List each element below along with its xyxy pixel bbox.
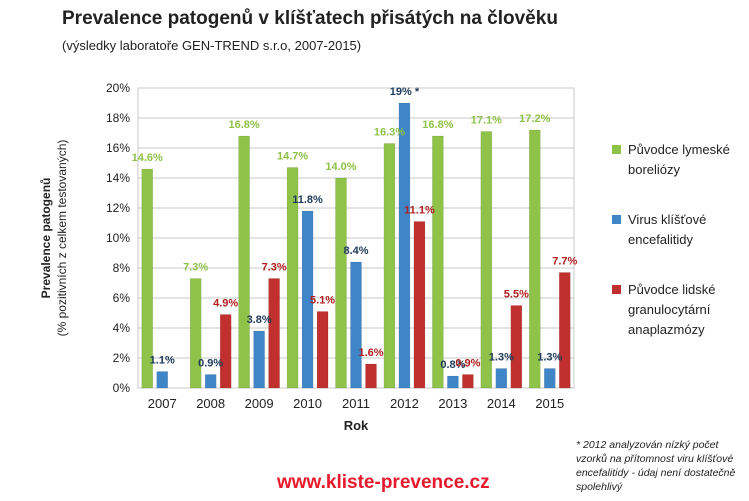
data-label: 5.5% — [504, 289, 529, 301]
bar-1-2013 — [447, 375, 459, 389]
y-tick-label: 12% — [106, 201, 130, 215]
bar-1-2009 — [253, 330, 265, 389]
data-label: 19% * — [390, 86, 420, 98]
bar-1-2008 — [204, 374, 217, 389]
data-label: 16.8% — [229, 119, 260, 131]
x-tick-label: 2012 — [390, 396, 419, 411]
bar-1-2015 — [544, 368, 556, 389]
y-axis-sublabel: (% pozitivních z celkem testovaných) — [55, 140, 69, 337]
legend-label-lyme: Původce lymeské boreliózy — [628, 142, 730, 177]
data-label: 17.1% — [471, 115, 502, 127]
data-label: 14.7% — [277, 151, 308, 163]
bar-0-2014 — [480, 131, 493, 389]
data-label: 0.8% — [440, 359, 465, 371]
data-label: 0.9% — [198, 358, 223, 370]
bar-0-2008 — [189, 278, 202, 389]
y-tick-label: 16% — [106, 141, 130, 155]
y-tick-label: 10% — [106, 231, 130, 245]
x-axis-label: Rok — [344, 418, 369, 433]
bar-0-2013 — [432, 135, 444, 389]
x-tick-label: 2010 — [293, 396, 322, 411]
bar-0-2012 — [383, 143, 396, 389]
y-axis-label: Prevalence patogenů — [39, 178, 53, 299]
bar-2-2015 — [559, 272, 571, 389]
bar-2-2010 — [316, 311, 329, 389]
bar-2-2011 — [365, 363, 377, 389]
bar-0-2007 — [141, 168, 153, 389]
bar-2-2014 — [510, 305, 523, 389]
data-label: 14.6% — [132, 152, 163, 164]
x-tick-label: 2008 — [196, 396, 225, 411]
bar-2-2013 — [462, 374, 474, 389]
data-label: 4.9% — [213, 298, 238, 310]
legend-label-anaplasma: Původce lidské granulocytární anaplazmóz… — [628, 282, 716, 337]
bar-2-2012 — [413, 221, 426, 389]
bar-1-2007 — [156, 371, 168, 389]
bar-1-2012 — [398, 102, 411, 389]
legend-swatch-anaplasma — [612, 285, 621, 294]
y-tick-label: 14% — [106, 171, 130, 185]
data-label: 1.3% — [489, 352, 514, 364]
data-label: 1.6% — [358, 347, 383, 359]
data-label: 16.8% — [422, 119, 453, 131]
data-label: 8.4% — [343, 245, 368, 257]
legend-swatch-lyme — [612, 145, 621, 154]
y-tick-label: 20% — [106, 81, 130, 95]
bar-1-2011 — [350, 261, 362, 389]
y-tick-label: 0% — [113, 381, 131, 395]
bar-0-2010 — [286, 167, 299, 389]
y-tick-label: 6% — [113, 291, 131, 305]
data-label: 14.0% — [325, 161, 356, 173]
bar-2-2008 — [219, 314, 232, 389]
data-label: 7.3% — [262, 262, 287, 274]
x-tick-label: 2007 — [148, 396, 177, 411]
data-label: 5.1% — [310, 295, 335, 307]
x-tick-label: 2014 — [487, 396, 516, 411]
bar-0-2009 — [238, 135, 250, 389]
legend-swatch-tbe — [612, 215, 621, 224]
y-tick-label: 8% — [113, 261, 131, 275]
bar-1-2010 — [301, 210, 314, 389]
x-tick-label: 2011 — [342, 396, 370, 411]
x-tick-label: 2009 — [245, 396, 274, 411]
data-label: 16.3% — [374, 127, 405, 139]
data-label: 11.8% — [292, 194, 323, 206]
legend-label-tbe: Virus klíšťové encefalitidy — [628, 212, 707, 247]
data-label: 17.2% — [519, 113, 550, 125]
y-tick-label: 18% — [106, 111, 130, 125]
data-label: 0.9% — [455, 358, 480, 370]
y-tick-label: 2% — [113, 351, 131, 365]
data-label: 1.3% — [537, 352, 562, 364]
chart-legend: Původce lymeské boreliózy Virus klíšťové… — [612, 140, 747, 340]
x-tick-label: 2013 — [438, 396, 467, 411]
legend-item-anaplasma: Původce lidské granulocytární anaplazmóz… — [612, 280, 747, 340]
data-label: 3.8% — [247, 314, 272, 326]
legend-item-lyme: Původce lymeské boreliózy — [612, 140, 747, 184]
chart-title: Prevalence patogenů v klíšťatech přisátý… — [62, 8, 558, 29]
bar-2-2009 — [268, 278, 280, 389]
data-label: 7.3% — [183, 262, 208, 274]
data-label: 7.7% — [552, 256, 577, 268]
y-tick-label: 4% — [113, 321, 131, 335]
data-label: 11.1% — [404, 205, 435, 217]
bar-0-2015 — [529, 129, 541, 389]
legend-item-tbe: Virus klíšťové encefalitidy — [612, 210, 747, 254]
bar-0-2011 — [335, 177, 347, 389]
footnote: * 2012 analyzován nízký počet vzorků na … — [576, 439, 736, 493]
x-tick-label: 2015 — [535, 396, 564, 411]
chart-subtitle: (výsledky laboratoře GEN-TREND s.r.o, 20… — [62, 38, 362, 53]
bar-1-2014 — [495, 368, 508, 389]
website-link[interactable]: www.kliste-prevence.cz — [277, 472, 490, 493]
data-label: 1.1% — [150, 355, 175, 367]
